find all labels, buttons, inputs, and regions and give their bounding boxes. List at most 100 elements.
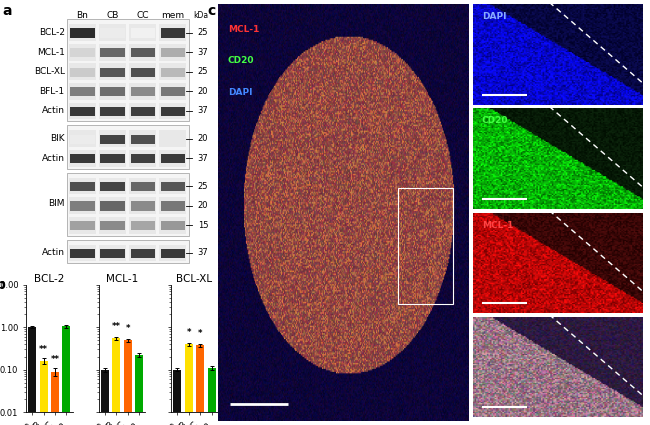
Text: 25: 25: [198, 181, 208, 190]
Bar: [129, 178, 156, 194]
Bar: [131, 28, 155, 38]
Bar: [129, 103, 156, 119]
Bar: [131, 48, 155, 57]
Bar: [129, 83, 156, 100]
Bar: [40, 361, 47, 425]
Bar: [100, 154, 125, 163]
Text: *: *: [198, 329, 202, 337]
Bar: [99, 44, 126, 60]
Bar: [131, 68, 155, 77]
Text: mem: mem: [161, 11, 185, 20]
Text: 25: 25: [198, 28, 208, 37]
Text: *: *: [125, 323, 130, 332]
Bar: [174, 370, 181, 425]
Text: BIM: BIM: [48, 198, 65, 207]
Bar: [99, 197, 126, 214]
Text: CD20: CD20: [482, 116, 508, 125]
Bar: [159, 245, 187, 261]
Bar: [69, 245, 96, 261]
Bar: [99, 217, 126, 234]
Bar: [70, 107, 95, 116]
Bar: [129, 245, 156, 261]
Text: BFL-1: BFL-1: [40, 87, 65, 96]
Bar: [129, 197, 156, 214]
Bar: [159, 63, 187, 80]
Bar: [69, 63, 96, 80]
Text: kDa: kDa: [193, 11, 208, 20]
Bar: [62, 326, 70, 425]
Text: Actin: Actin: [42, 249, 65, 258]
Bar: [70, 87, 95, 96]
Bar: [131, 135, 155, 144]
Bar: [129, 130, 156, 147]
Text: MCL-1: MCL-1: [227, 25, 259, 34]
Bar: [398, 187, 453, 304]
Bar: [159, 24, 187, 41]
Text: **: **: [112, 322, 121, 331]
Bar: [161, 87, 185, 96]
Text: **: **: [39, 345, 48, 354]
Title: BCL-2: BCL-2: [34, 274, 64, 284]
Bar: [161, 221, 185, 230]
Bar: [70, 135, 95, 144]
Bar: [69, 178, 96, 194]
Bar: [100, 182, 125, 191]
Bar: [100, 87, 125, 96]
Bar: [161, 182, 185, 191]
Bar: [161, 154, 185, 163]
Bar: [70, 28, 95, 38]
Bar: [70, 68, 95, 77]
Bar: [131, 201, 155, 211]
Bar: [161, 201, 185, 211]
Bar: [70, 154, 95, 163]
Bar: [67, 240, 188, 264]
Bar: [69, 217, 96, 234]
Bar: [67, 19, 188, 122]
Bar: [100, 135, 125, 144]
Bar: [69, 197, 96, 214]
Bar: [100, 48, 125, 57]
Text: b: b: [0, 278, 6, 292]
Bar: [99, 63, 126, 80]
Text: 37: 37: [198, 107, 208, 116]
Bar: [99, 103, 126, 119]
Bar: [67, 125, 188, 169]
Text: 20: 20: [198, 87, 208, 96]
Bar: [100, 68, 125, 77]
Bar: [161, 135, 185, 144]
Bar: [99, 245, 126, 261]
Text: CB: CB: [107, 11, 119, 20]
Bar: [159, 103, 187, 119]
Bar: [28, 327, 36, 425]
Title: BCL-XL: BCL-XL: [176, 274, 213, 284]
Bar: [131, 182, 155, 191]
Bar: [67, 173, 188, 236]
Bar: [196, 345, 204, 425]
Bar: [70, 48, 95, 57]
Bar: [69, 83, 96, 100]
Bar: [70, 249, 95, 258]
Bar: [161, 28, 185, 38]
Text: DAPI: DAPI: [482, 12, 506, 21]
Bar: [135, 355, 143, 425]
Text: 37: 37: [198, 48, 208, 57]
Bar: [51, 372, 59, 425]
Bar: [69, 150, 96, 167]
Bar: [129, 63, 156, 80]
Bar: [99, 150, 126, 167]
Text: 37: 37: [198, 154, 208, 163]
Text: CD20: CD20: [227, 57, 254, 65]
Text: 20: 20: [198, 134, 208, 143]
Bar: [159, 217, 187, 234]
Bar: [69, 103, 96, 119]
Bar: [131, 221, 155, 230]
Text: BCL-XL: BCL-XL: [34, 67, 65, 76]
Bar: [69, 130, 96, 147]
Bar: [159, 197, 187, 214]
Bar: [69, 44, 96, 60]
Text: Actin: Actin: [42, 154, 65, 163]
Bar: [159, 44, 187, 60]
Bar: [70, 201, 95, 211]
Bar: [99, 83, 126, 100]
Bar: [161, 249, 185, 258]
